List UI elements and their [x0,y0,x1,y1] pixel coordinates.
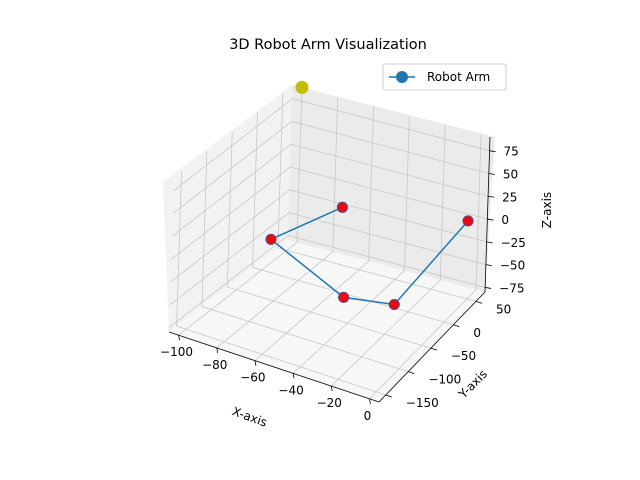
z-axis-line [484,136,491,293]
z-gridline [171,143,489,237]
x-gridline [369,134,482,400]
z-tick-label: 0 [501,213,509,227]
x-gridline [292,115,410,374]
z-tick-mark [487,218,494,221]
z-tick-label: 75 [504,145,519,159]
x-tick-mark [216,347,219,353]
y-tick-mark [408,371,415,374]
y-gridline [277,92,477,302]
z-gridline [170,189,487,283]
legend-entry-label: Robot Arm [427,70,490,84]
x-tick-mark [178,335,180,341]
joint-point [388,298,400,310]
y-gridline [201,151,409,372]
chart-title: 3D Robot Arm Visualization [229,37,427,53]
z-gridline [169,212,486,305]
x-tick-mark [254,360,257,366]
z-tick-mark [489,150,496,153]
z-tick-label: 50 [503,167,518,181]
z-gridline [171,166,488,260]
z-tick-mark [485,264,492,267]
x-tick-mark [292,373,295,379]
back-pane [288,85,495,292]
x-tick-label: 0 [364,409,372,423]
x-tick-label: −60 [240,371,265,385]
z-gridline [172,121,489,214]
y-tick-label: 0 [473,326,481,340]
x-gridline [330,125,446,387]
y-tick-label: −100 [428,373,461,387]
z-tick-label: −25 [501,236,526,250]
x-tick-label: −100 [160,345,193,359]
y-gridline [226,131,431,349]
y-tick-mark [385,394,392,398]
y-tick-label: −50 [451,349,476,363]
y-tick-label: −150 [406,396,439,410]
y-gridline [252,112,454,326]
axes [168,136,496,404]
y-tick-label: 50 [496,302,511,316]
z-tick-label: −50 [500,259,525,273]
z-tick-mark [488,173,495,175]
x-gridline [254,106,374,361]
z-tick-mark [485,287,492,289]
z-tick-label: −75 [499,281,524,295]
y-axis-line [378,291,486,403]
joint-point [338,291,350,303]
x-tick-label: −40 [278,383,303,397]
joint-point [336,201,348,213]
y-tick-mark [453,324,460,328]
z-gridline [168,235,486,328]
joint-point [462,215,474,227]
y-tick-mark [475,300,483,304]
z-axis-label: Z-axis [540,192,554,228]
z-tick-mark [486,241,493,244]
legend-marker-swatch [396,71,408,83]
x-tick-mark [369,398,371,404]
z-tick-label: 25 [502,190,517,204]
z-gridline [173,98,490,191]
x-gridline [178,87,303,336]
legend-frame [382,63,507,91]
joint-point [265,233,277,245]
legend: Robot Arm [382,63,507,91]
data-layer [265,80,474,310]
x-tick-label: −80 [202,358,227,372]
y-tick-mark [430,347,437,351]
x-tick-mark [330,386,333,392]
z-tick-mark [488,195,495,198]
tick-labels: −100 −80 −60 −40 −20 0 −150 −100 −50 0 50 −75 −50 −25… [160,145,526,423]
grid-lines [168,87,490,400]
end-effector-point [295,80,309,94]
x-gridline [216,96,339,349]
y-gridline [176,171,386,396]
x-axis-line [168,331,380,403]
x-tick-label: −20 [317,396,342,410]
